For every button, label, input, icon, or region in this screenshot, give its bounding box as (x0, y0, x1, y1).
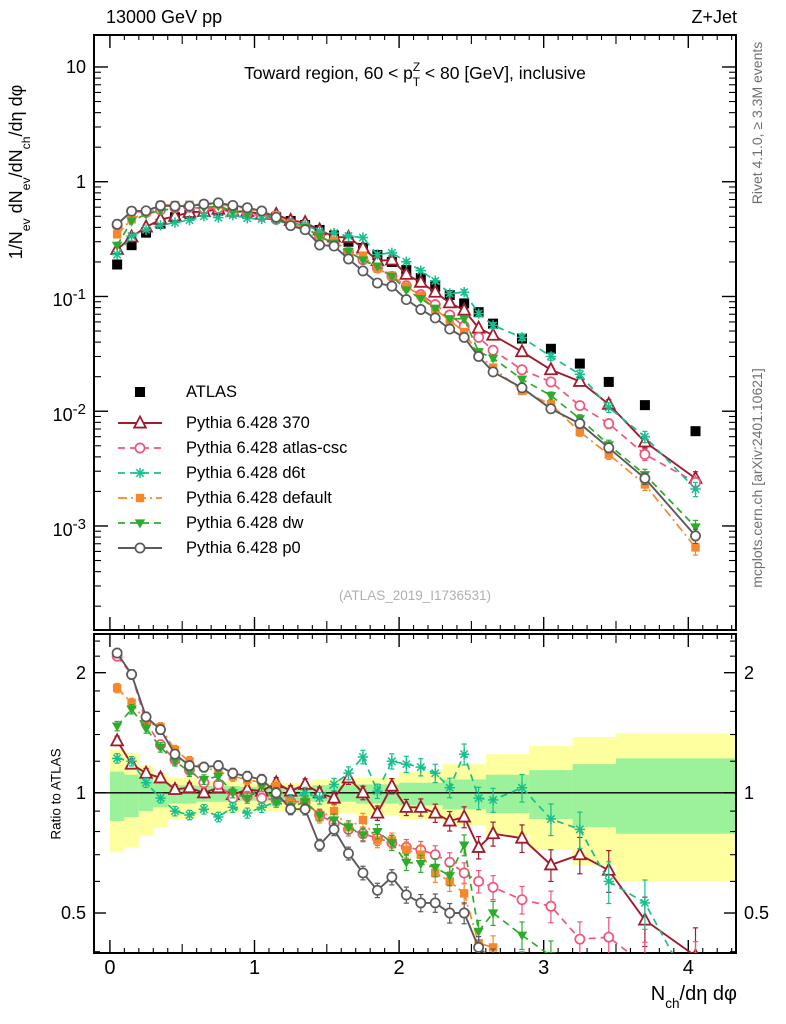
x-tick-label: 1 (248, 957, 261, 979)
legend-marker-1 (132, 414, 148, 429)
legend-marker-3 (134, 467, 146, 479)
legend-marker-6 (134, 542, 146, 554)
x-axis-label: Nch/dη dφ (650, 983, 737, 1012)
ratio-y-tick-label-right: 2 (744, 662, 755, 683)
main-panel-series-pythia-6-428-dw (111, 202, 701, 536)
legend-item-label: Pythia 6.428 atlas-csc (186, 438, 348, 457)
legend-item-label: Pythia 6.428 default (186, 488, 332, 507)
legend-item-label: Pythia 6.428 dw (186, 513, 304, 532)
legend-marker-5 (134, 519, 146, 529)
main-y-tick-label: 10-3 (52, 515, 86, 540)
process-label: Z+Jet (691, 7, 737, 27)
legend-item-label: Pythia 6.428 d6t (186, 463, 306, 482)
mcplots-arxiv-note: mcplots.cern.ch [arXiv:2401.10621] (749, 368, 765, 588)
axis-ticks (94, 35, 736, 953)
ratio-panel-series-pythia-6-428-p0 (111, 647, 525, 953)
legend-marker-4 (135, 493, 145, 503)
ratio-y-tick-label-left: 0.5 (60, 903, 86, 923)
ratio-y-tick-label-right: 0.5 (744, 903, 770, 923)
x-tick-label: 2 (393, 957, 405, 979)
legend-item-label: Pythia 6.428 p0 (186, 538, 301, 557)
rivet-version-note: Rivet 4.1.0, ≥ 3.3M events (749, 41, 765, 205)
legend-item-label: ATLAS (186, 382, 238, 401)
ratio-y-tick-label-left: 2 (75, 662, 86, 683)
main-y-tick-label: 10-1 (52, 286, 86, 311)
ratio-panel-series-pythia-6-428-d6t (111, 743, 674, 953)
ratio-y-tick-label-left: 1 (75, 782, 86, 803)
x-tick-label: 0 (104, 957, 116, 979)
x-tick-label: 3 (538, 957, 550, 979)
ratio-y-tick-label-right: 1 (744, 782, 755, 803)
main-y-tick-label: 10 (65, 56, 86, 77)
analysis-id-watermark: (ATLAS_2019_I1736531) (338, 588, 492, 603)
main-y-tick-label: 10-2 (52, 401, 86, 426)
ratio-y-axis-label: Ratio to ATLAS (48, 748, 64, 840)
main-panel-series-pythia-6-428-p0 (111, 197, 701, 545)
legend-marker-2 (134, 442, 146, 454)
main-panel (109, 197, 703, 556)
legend-marker-0 (135, 387, 145, 397)
legend-item-label: Pythia 6.428 370 (186, 413, 310, 432)
beam-energy-label: 13000 GeV pp (106, 7, 223, 27)
x-tick-label: 4 (682, 957, 694, 979)
main-y-axis-label: 1/Nev dNev/dNch/dη dφ (6, 84, 33, 260)
main-panel-series-atlas (112, 205, 701, 437)
main-y-tick-label: 1 (75, 171, 86, 192)
legend (118, 387, 162, 554)
plot-title: Toward region, 60 < pZT < 80 [GeV], incl… (244, 60, 586, 90)
main-panel-frame (93, 34, 737, 631)
ratio-panel (109, 647, 699, 953)
